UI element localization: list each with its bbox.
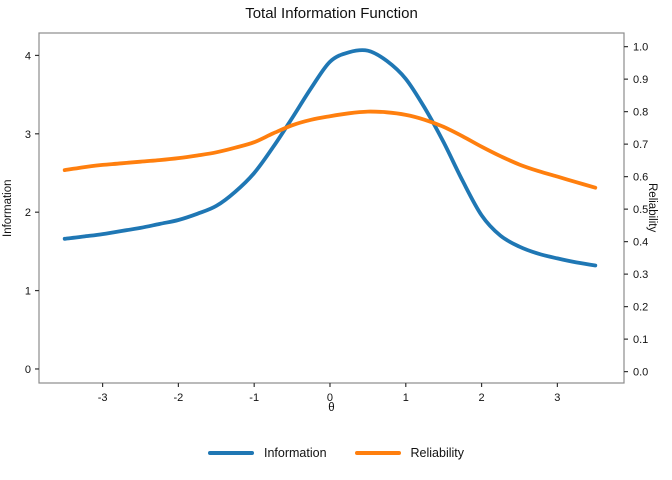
reliability-line-swatch: [354, 451, 401, 455]
y-right-tick-label: 0.3: [633, 269, 648, 281]
x-tick-label: 0: [327, 392, 333, 404]
y-left-tick-label: 1: [25, 286, 31, 298]
y-right-tick-label: 1.0: [633, 42, 648, 54]
y-right-tick-label: 0.0: [633, 367, 648, 379]
chart-title: Total Information Function: [245, 5, 418, 22]
y-right-tick-label: 0.4: [633, 237, 648, 249]
information-line: [62, 48, 598, 268]
y-left-tick-label: 0: [25, 364, 31, 376]
reliability-line: [62, 109, 598, 190]
x-tick-label: -2: [173, 392, 183, 404]
y-axis-label-right: Reliability: [646, 183, 658, 233]
y-left-tick-label: 2: [25, 207, 31, 219]
x-tick-label: 2: [479, 392, 485, 404]
legend-item-reliability: Reliability: [354, 446, 465, 460]
y-right-tick-label: 0.7: [633, 139, 648, 151]
y-right-tick-label: 0.9: [633, 74, 648, 86]
y-right-tick-label: 0.8: [633, 107, 648, 119]
y-right-tick-label: 0.5: [633, 204, 648, 216]
y-axis-label-left: Information: [2, 179, 14, 237]
plot-area: [38, 32, 625, 384]
y-right-tick-label: 0.6: [633, 172, 648, 184]
x-tick-label: 1: [403, 392, 409, 404]
x-tick-label: 3: [554, 392, 560, 404]
x-axis-label: θ: [328, 402, 335, 414]
legend-item-information: Information: [207, 446, 327, 460]
legend-label-reliability: Reliability: [410, 446, 465, 460]
y-right-tick-label: 0.2: [633, 302, 648, 314]
y-left-tick-label: 3: [25, 129, 31, 141]
legend: Information Reliability: [0, 446, 672, 460]
information-line-swatch: [207, 451, 254, 455]
y-left-tick-label: 4: [25, 50, 31, 62]
x-tick-label: -1: [249, 392, 259, 404]
x-tick-label: -3: [98, 392, 108, 404]
legend-label-information: Information: [263, 446, 327, 460]
y-right-tick-label: 0.1: [633, 334, 648, 346]
